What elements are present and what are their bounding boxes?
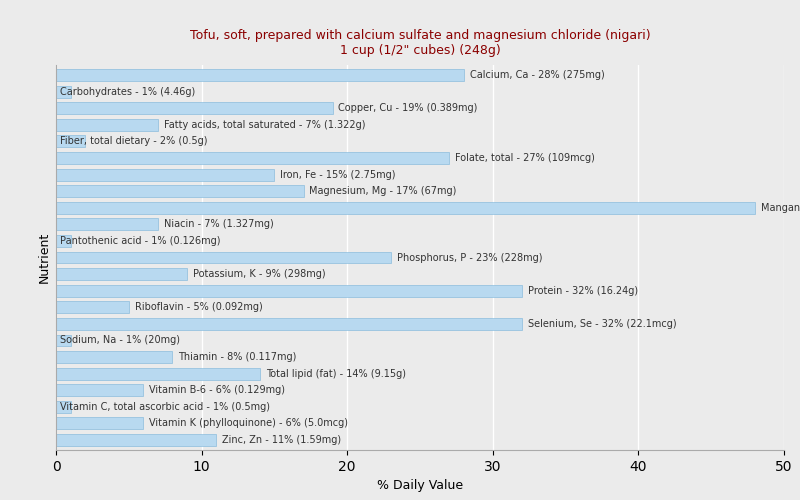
Bar: [56, 384, 143, 396]
Bar: [56, 102, 333, 114]
Text: Sodium, Na - 1% (20mg): Sodium, Na - 1% (20mg): [60, 336, 180, 345]
Y-axis label: Nutrient: Nutrient: [38, 232, 50, 283]
Text: Vitamin C, total ascorbic acid - 1% (0.5mg): Vitamin C, total ascorbic acid - 1% (0.5…: [60, 402, 270, 412]
Text: Zinc, Zn - 11% (1.59mg): Zinc, Zn - 11% (1.59mg): [222, 435, 341, 445]
X-axis label: % Daily Value: % Daily Value: [377, 480, 463, 492]
Bar: [56, 86, 70, 98]
Text: Fatty acids, total saturated - 7% (1.322g): Fatty acids, total saturated - 7% (1.322…: [164, 120, 366, 130]
Text: Thiamin - 8% (0.117mg): Thiamin - 8% (0.117mg): [178, 352, 297, 362]
Text: Carbohydrates - 1% (4.46g): Carbohydrates - 1% (4.46g): [60, 86, 195, 97]
Text: Vitamin B-6 - 6% (0.129mg): Vitamin B-6 - 6% (0.129mg): [149, 386, 285, 396]
Text: Niacin - 7% (1.327mg): Niacin - 7% (1.327mg): [164, 220, 274, 230]
Text: Protein - 32% (16.24g): Protein - 32% (16.24g): [528, 286, 638, 296]
Text: Pantothenic acid - 1% (0.126mg): Pantothenic acid - 1% (0.126mg): [60, 236, 220, 246]
Text: Calcium, Ca - 28% (275mg): Calcium, Ca - 28% (275mg): [470, 70, 604, 80]
Bar: [56, 69, 464, 81]
Bar: [56, 351, 173, 363]
Text: Riboflavin - 5% (0.092mg): Riboflavin - 5% (0.092mg): [134, 302, 262, 312]
Bar: [56, 334, 70, 346]
Text: Potassium, K - 9% (298mg): Potassium, K - 9% (298mg): [193, 269, 326, 279]
Text: Iron, Fe - 15% (2.75mg): Iron, Fe - 15% (2.75mg): [280, 170, 396, 179]
Text: Manganese, Mn - 48% (0.965mg): Manganese, Mn - 48% (0.965mg): [761, 202, 800, 212]
Bar: [56, 268, 187, 280]
Bar: [56, 185, 303, 197]
Bar: [56, 318, 522, 330]
Text: Copper, Cu - 19% (0.389mg): Copper, Cu - 19% (0.389mg): [338, 103, 478, 113]
Bar: [56, 284, 522, 296]
Bar: [56, 136, 85, 147]
Bar: [56, 218, 158, 230]
Text: Magnesium, Mg - 17% (67mg): Magnesium, Mg - 17% (67mg): [310, 186, 457, 196]
Text: Selenium, Se - 32% (22.1mcg): Selenium, Se - 32% (22.1mcg): [528, 319, 676, 329]
Bar: [56, 119, 158, 130]
Bar: [56, 168, 274, 180]
Bar: [56, 434, 216, 446]
Text: Fiber, total dietary - 2% (0.5g): Fiber, total dietary - 2% (0.5g): [60, 136, 207, 146]
Text: Vitamin K (phylloquinone) - 6% (5.0mcg): Vitamin K (phylloquinone) - 6% (5.0mcg): [149, 418, 348, 428]
Bar: [56, 368, 260, 380]
Bar: [56, 202, 755, 213]
Bar: [56, 418, 143, 430]
Bar: [56, 401, 70, 413]
Text: Phosphorus, P - 23% (228mg): Phosphorus, P - 23% (228mg): [397, 252, 542, 262]
Bar: [56, 252, 391, 264]
Title: Tofu, soft, prepared with calcium sulfate and magnesium chloride (nigari)
1 cup : Tofu, soft, prepared with calcium sulfat…: [190, 29, 650, 57]
Text: Total lipid (fat) - 14% (9.15g): Total lipid (fat) - 14% (9.15g): [266, 368, 406, 378]
Bar: [56, 152, 449, 164]
Text: Folate, total - 27% (109mcg): Folate, total - 27% (109mcg): [455, 153, 595, 163]
Bar: [56, 235, 70, 247]
Bar: [56, 302, 129, 314]
